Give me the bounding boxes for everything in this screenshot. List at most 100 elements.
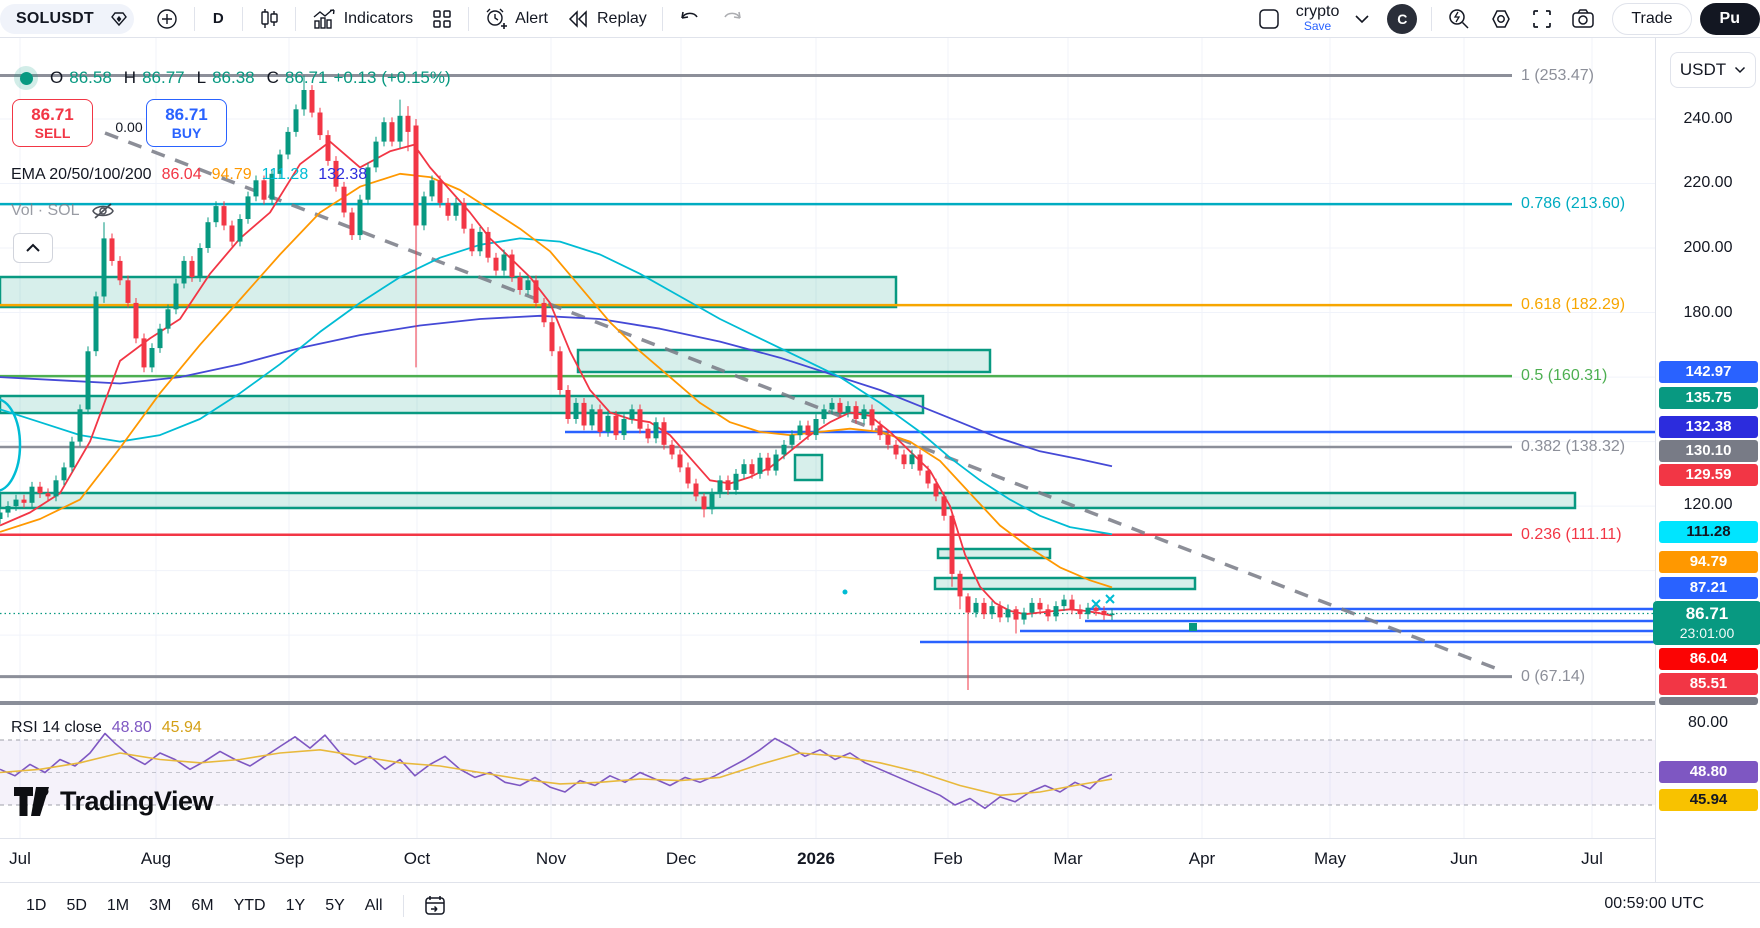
low-label: L [196,68,207,87]
layout-select-button[interactable] [1248,4,1290,34]
layout-dropdown-button[interactable] [1345,4,1379,34]
redo-button[interactable] [711,4,753,34]
indicator-templates-button[interactable] [422,4,462,34]
undo-button[interactable] [669,4,711,34]
fib-level-label: 0.236 (111.11) [1521,525,1622,543]
diamond-icon [109,9,129,29]
time-axis-label: 2026 [797,849,835,868]
time-axis-label: Mar [1053,849,1083,868]
ema-values: 86.04 94.79 111.28 132.38 [162,166,368,184]
price-badge: 135.75 [1659,387,1758,409]
toolbar-divider [402,894,404,917]
pane-collapse-button[interactable] [13,233,53,263]
rsi-legend[interactable]: RSI 14 close 48.80 45.94 [11,719,202,737]
toolbar-divider [294,6,296,31]
tradingview-wordmark: TradingView [60,786,214,816]
volume-legend[interactable]: Vol · SOL [11,201,115,221]
range-button-ytd[interactable]: YTD [233,896,266,914]
top-toolbar: SOLUSDT D Indicators Alert Replay [0,0,1760,38]
alert-clock-icon [484,7,508,31]
time-axis-label: Jun [1450,849,1478,868]
price-badge: 132.38 [1659,416,1758,438]
replay-button[interactable]: Replay [557,4,656,34]
price-tick: 240.00 [1683,110,1733,127]
price-badge: 48.80 [1659,761,1758,783]
range-button-5y[interactable]: 5Y [325,896,345,914]
save-layout-button[interactable]: crypto Save [1290,4,1346,34]
time-axis-label: Dec [665,849,697,868]
ema-value: 111.28 [261,166,309,183]
toolbar-divider [1431,7,1433,31]
save-label: Save [1303,19,1332,33]
countdown: 23:01:00 [1679,625,1735,641]
plus-circle-icon [155,7,179,31]
rsi-values: 48.80 45.94 [112,719,202,737]
sell-button[interactable]: 86.71 SELL [12,99,93,147]
range-button-1d[interactable]: 1D [26,896,47,914]
time-axis-label: Oct [403,849,431,868]
ohlc-legend[interactable]: O 86.58 H 86.77 L 86.38 C 86.71 +0.13 (+0.15… [14,66,451,90]
symbol-info-icon[interactable] [103,3,134,34]
chevron-down-icon [1354,14,1370,24]
time-axis-label: Feb [933,849,963,868]
open-label: O [50,68,64,87]
calendar-icon [423,894,447,918]
price-tick: 180.00 [1683,304,1733,321]
ema-value: 86.04 [161,166,202,183]
trade-button[interactable]: Trade [1612,3,1692,35]
change-value: +0.13 (+0.15%) [333,68,451,87]
interval-button[interactable]: D [212,10,224,27]
time-axis-label: Jul [1581,849,1603,868]
range-button-1y[interactable]: 1Y [285,896,306,914]
replay-icon [566,8,590,30]
indicators-button[interactable]: Indicators [302,4,422,34]
range-button-3m[interactable]: 3M [149,896,172,914]
compare-add-button[interactable] [146,4,188,34]
price-badge: 86.04 [1659,648,1758,670]
alert-button[interactable]: Alert [475,4,557,34]
candles-icon [258,7,280,31]
publish-button[interactable]: Pu [1699,3,1760,35]
go-to-date-button[interactable] [414,891,456,921]
price-badge: 111.28 [1659,521,1758,543]
price-scale[interactable]: USDT 240.00 220.00 200.00 180.00 120.00 80.00… [1653,38,1760,882]
toolbar-divider [193,6,195,31]
symbol-button[interactable]: SOLUSDT [0,3,104,34]
tradingview-logo[interactable]: TradingView [14,786,214,817]
clock[interactable]: 00:59:00 UTC [1604,895,1704,912]
close-value: 86.71 [284,68,328,87]
chart-style-button[interactable] [249,4,289,34]
chevron-down-icon [1734,66,1746,74]
price-badge: 85.51 [1659,673,1758,695]
low-value: 86.38 [212,68,255,87]
volume-label: Vol · SOL [11,202,80,219]
indicators-icon [311,7,337,31]
symbol-name: SOLUSDT [16,9,94,27]
rsi-value: 48.80 [111,719,152,736]
range-button-all[interactable]: All [364,896,383,914]
rsi-label: RSI 14 close [11,719,102,736]
currency-selector[interactable]: USDT [1670,52,1756,88]
ema-legend[interactable]: EMA 20/50/100/200 86.04 94.79 111.28 132.38 [11,166,367,184]
time-axis[interactable]: Jul Aug Sep Oct Nov Dec 2026 Feb Mar Apr May Jun Jul [0,838,1760,882]
time-axis-label: Sep [273,849,305,868]
snapshot-button[interactable] [1562,4,1604,34]
fullscreen-button[interactable] [1522,4,1562,34]
fullscreen-icon [1531,8,1553,30]
buy-button[interactable]: 86.71 BUY [146,99,227,147]
range-button-5d[interactable]: 5D [66,896,87,914]
settings-button[interactable] [1480,4,1522,34]
eye-off-icon[interactable] [91,201,115,221]
range-button-1m[interactable]: 1M [106,896,130,914]
high-value: 86.77 [142,68,185,87]
quick-search-button[interactable] [1438,4,1480,34]
close-label: C [266,68,279,87]
avatar[interactable]: C [1387,4,1418,34]
open-value: 86.58 [69,68,112,87]
range-button-6m[interactable]: 6M [191,896,214,914]
price-tick: 120.00 [1683,496,1733,513]
time-axis-label: Jul [9,849,31,868]
tradingview-mark-icon [14,786,49,816]
price-tick: 80.00 [1687,714,1729,731]
